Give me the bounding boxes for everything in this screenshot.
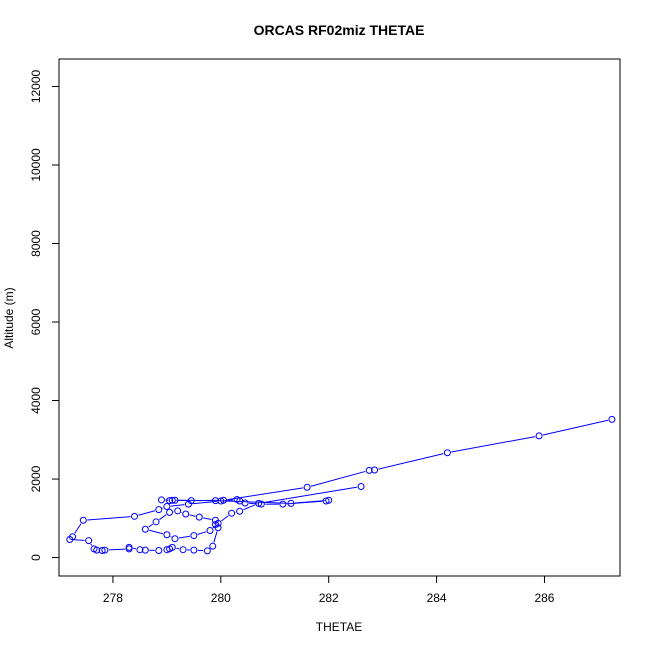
data-point <box>179 546 187 554</box>
series-segment <box>189 514 196 517</box>
series-segment <box>213 531 218 543</box>
x-tick-label: 280 <box>211 591 231 605</box>
series-segment <box>451 436 536 453</box>
data-point <box>166 508 174 516</box>
data-point <box>155 506 163 514</box>
x-tick-label: 286 <box>534 591 554 605</box>
series-segment <box>221 515 229 522</box>
series-segment <box>203 517 212 520</box>
data-point <box>371 466 379 474</box>
data-point <box>136 546 144 554</box>
series-segment <box>148 523 154 528</box>
series-segment <box>286 500 323 505</box>
series-layer <box>66 415 616 555</box>
data-point <box>168 543 176 551</box>
series-segment <box>132 547 137 550</box>
data-point <box>98 546 106 554</box>
data-point <box>166 497 174 505</box>
series-segment <box>170 504 185 507</box>
series-segment <box>378 453 444 470</box>
y-tick-label: 12000 <box>29 69 43 103</box>
data-point <box>174 507 182 515</box>
chart-title: ORCAS RF02miz THETAE <box>254 22 425 38</box>
data-point <box>190 546 198 554</box>
y-tick-label: 2000 <box>29 465 43 492</box>
data-point <box>163 503 171 511</box>
series-segment <box>138 510 156 516</box>
data-point <box>287 499 295 507</box>
data-point <box>184 500 192 508</box>
data-point <box>608 415 616 423</box>
x-axis-label: THETAE <box>316 620 362 634</box>
x-tick-label: 278 <box>103 591 123 605</box>
data-point <box>182 510 190 518</box>
data-point <box>93 546 101 554</box>
data-point <box>157 496 165 504</box>
series-segment <box>108 548 126 551</box>
series-segment <box>159 514 167 520</box>
data-point <box>141 525 149 533</box>
data-point <box>66 535 74 543</box>
data-point <box>211 497 219 505</box>
data-point <box>365 466 373 474</box>
series-segment <box>149 529 164 535</box>
data-point <box>155 546 163 554</box>
series-segment <box>74 523 82 534</box>
y-tick-label: 10000 <box>29 148 43 182</box>
data-point <box>217 497 225 505</box>
data-point <box>233 495 241 503</box>
data-point <box>209 542 217 550</box>
data-point <box>79 516 87 524</box>
data-point <box>190 532 198 540</box>
data-point <box>535 432 543 440</box>
data-point <box>131 512 139 520</box>
data-point <box>171 535 179 543</box>
data-point <box>85 537 93 545</box>
data-point <box>236 507 244 515</box>
y-axis: 0 2000 4000 6000 8000 10000 12000 <box>29 69 60 561</box>
data-point <box>125 543 133 551</box>
data-point <box>141 546 149 554</box>
x-axis: 278 280 282 284 286 <box>103 575 555 605</box>
y-tick-label: 4000 <box>29 387 43 414</box>
data-point <box>206 526 214 534</box>
series-segment <box>73 539 85 541</box>
data-point <box>357 482 365 490</box>
series-segment <box>219 500 287 504</box>
data-point <box>195 513 203 521</box>
data-point <box>443 449 451 457</box>
data-point <box>163 531 171 539</box>
data-point <box>228 509 236 517</box>
data-point <box>101 546 109 554</box>
series-segment <box>176 547 180 550</box>
y-axis-label: Altitude (m) <box>2 287 16 348</box>
series-segment <box>262 486 358 504</box>
data-point <box>203 547 211 555</box>
series-segment <box>178 535 190 539</box>
data-point <box>152 518 160 526</box>
series-segment <box>197 531 207 535</box>
series-segment <box>542 419 609 436</box>
series-segment <box>90 543 93 546</box>
series-segment <box>243 504 256 511</box>
x-tick-label: 282 <box>319 591 339 605</box>
data-point <box>322 497 330 505</box>
series-segment <box>87 516 131 521</box>
data-point <box>303 483 311 491</box>
data-point <box>168 496 176 504</box>
data-point <box>255 499 263 507</box>
x-tick-label: 284 <box>427 591 447 605</box>
data-point <box>279 500 287 508</box>
y-tick-label: 8000 <box>29 230 43 257</box>
y-tick-label: 0 <box>29 554 43 561</box>
y-tick-label: 6000 <box>29 308 43 335</box>
data-point <box>214 519 222 527</box>
data-point <box>171 496 179 504</box>
series-segment <box>310 470 366 487</box>
